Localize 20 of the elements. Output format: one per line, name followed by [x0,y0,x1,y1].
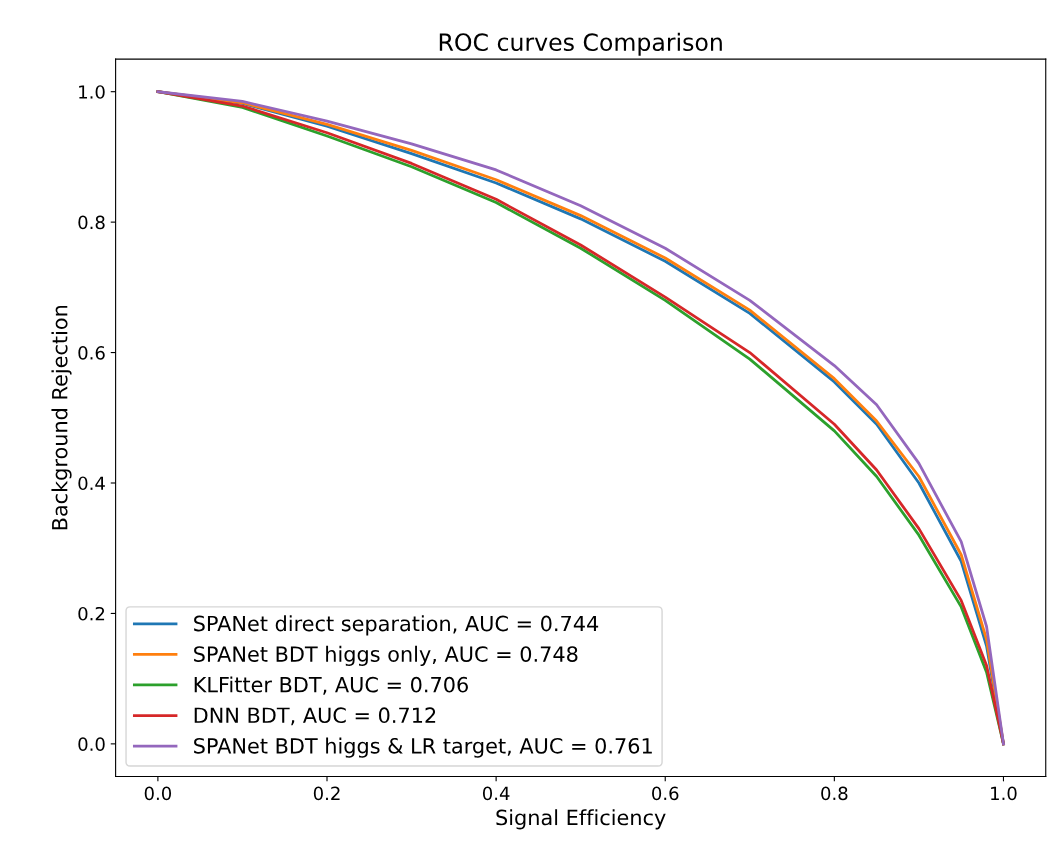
y-tick-label: 0.2 [78,606,105,621]
x-tick-label: 1.0 [991,786,1017,801]
chart-title: ROC curves Comparison [439,32,722,56]
y-tick-label: 0.4 [78,476,105,491]
y-tick-label: 0.0 [78,737,105,751]
y-axis-title: Background Rejection [51,305,72,530]
x-tick-label: 0.4 [482,786,510,801]
y-tick-label: 1.0 [79,85,105,99]
legend-label: SPANet BDT higgs & LR target, AUC = 0.761 [194,737,652,758]
y-tick-label: 0.8 [78,215,105,230]
legend-label: SPANet BDT higgs only, AUC = 0.748 [194,645,578,666]
x-tick-label: 0.2 [313,786,340,801]
x-tick-label: 0.6 [652,786,679,801]
legend-label: DNN BDT, AUC = 0.712 [194,707,436,726]
x-tick-label: 0.0 [144,786,172,801]
legend-label: SPANet direct separation, AUC = 0.744 [194,615,599,636]
legend-label: KLFitter BDT, AUC = 0.706 [194,676,468,695]
x-axis-title: Signal Efficiency [496,809,666,830]
y-tick-label: 0.6 [78,346,105,360]
x-tick-label: 0.8 [821,786,848,801]
